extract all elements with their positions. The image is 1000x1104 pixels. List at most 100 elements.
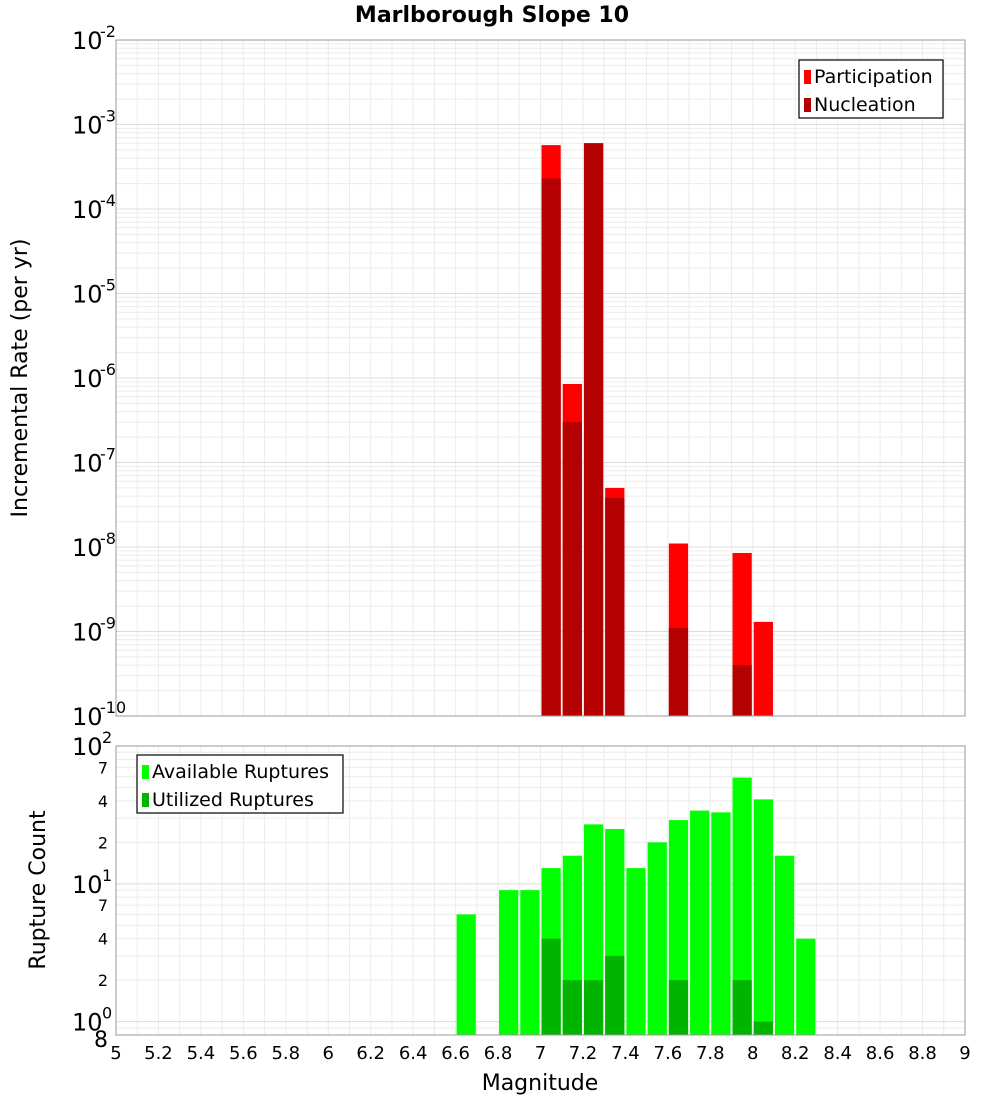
- y-tick-exponent: 0: [102, 1004, 112, 1023]
- plot-frame: [115, 745, 966, 1036]
- x-tick-label: 7.8: [696, 1043, 725, 1064]
- x-axis-label: Magnitude: [482, 1071, 599, 1096]
- bar-utilized: [562, 980, 582, 1035]
- bar-utilized: [605, 955, 625, 1035]
- x-tick-label: 6: [323, 1043, 334, 1064]
- x-tick-label: 7.2: [569, 1043, 598, 1064]
- bottom-ylabel: Rupture Count: [26, 810, 51, 970]
- bar-utilized: [732, 980, 752, 1035]
- y-minor-tick-label: 2: [98, 971, 108, 990]
- bar-available: [456, 914, 476, 1035]
- y-tick-exponent: -3: [100, 107, 116, 126]
- y-tick-label: 10: [72, 450, 103, 478]
- bar-available: [774, 855, 795, 1035]
- y-tick-exponent: -10: [100, 698, 126, 717]
- bar-nucleation: [605, 498, 625, 716]
- bar-nucleation: [541, 178, 561, 717]
- legend-label: Nucleation: [814, 94, 916, 116]
- y-tick-exponent: -6: [100, 360, 116, 379]
- y-tick-exponent: -4: [100, 191, 116, 210]
- y-tick-exponent: -9: [100, 614, 116, 633]
- legend-box: [136, 754, 344, 814]
- x-tick-label: 8.6: [866, 1043, 895, 1064]
- legend-label: Available Ruptures: [152, 761, 329, 783]
- bar-participation: [753, 621, 773, 716]
- legend-swatch: [804, 70, 811, 84]
- bar-available: [499, 890, 519, 1035]
- y-minor-tick-label: 2: [98, 833, 108, 852]
- y-minor-tick-label: 4: [98, 930, 108, 949]
- y-tick-exponent: -7: [100, 445, 116, 464]
- x-tick-label: 8: [747, 1043, 758, 1064]
- bar-available: [753, 799, 773, 1035]
- x-tick-label: 5.2: [144, 1043, 173, 1064]
- y-tick-label: 10: [72, 619, 103, 647]
- x-tick-label: 6.6: [441, 1043, 470, 1064]
- y-tick-label: 10: [72, 733, 103, 761]
- bar-available: [626, 868, 646, 1035]
- y-tick-label: 10: [72, 365, 103, 393]
- x-tick-label: 8.8: [908, 1043, 937, 1064]
- legend-swatch: [142, 793, 149, 807]
- bar-nucleation: [583, 143, 604, 716]
- legend-label: Participation: [814, 66, 933, 88]
- y-tick-exponent: -8: [100, 529, 116, 548]
- x-tick-label: 6.2: [356, 1043, 385, 1064]
- y-minor-tick-label: 4: [98, 792, 108, 811]
- bar-available: [647, 842, 667, 1035]
- y-minor-tick-label: 7: [98, 758, 108, 777]
- top-ylabel: Incremental Rate (per yr): [8, 239, 33, 518]
- y-tick-label: 10: [72, 27, 103, 55]
- y-tick-exponent: -5: [100, 276, 116, 295]
- x-tick-label: 6.4: [399, 1043, 428, 1064]
- y-tick-label: 10: [72, 534, 103, 562]
- legend: Available Ruptures Utilized Ruptures: [136, 754, 344, 814]
- y-tick-label: 10: [72, 112, 103, 140]
- x-tick-label: 5: [110, 1043, 121, 1064]
- bar-nucleation: [732, 665, 752, 716]
- y-minor-tick-label: 8: [94, 1028, 108, 1053]
- rate-plot: ParticipationNucleation10-210-310-410-51…: [72, 22, 966, 731]
- y-tick-label: 10: [72, 703, 103, 731]
- bar-utilized: [541, 938, 561, 1035]
- y-tick-label: 10: [72, 281, 103, 309]
- y-tick-exponent: 2: [102, 728, 112, 747]
- bar-available: [520, 890, 540, 1035]
- x-tick-label: 8.2: [781, 1043, 810, 1064]
- bar-available: [711, 812, 731, 1035]
- x-tick-label: 6.8: [484, 1043, 513, 1064]
- y-tick-exponent: -2: [100, 22, 116, 41]
- bar-available: [796, 938, 816, 1035]
- x-tick-label: 5.8: [271, 1043, 300, 1064]
- y-tick-label: 10: [72, 871, 103, 899]
- y-tick-label: 10: [72, 196, 103, 224]
- y-tick-exponent: 1: [102, 866, 112, 885]
- legend-swatch: [142, 765, 149, 779]
- legend-label: Utilized Ruptures: [152, 789, 314, 811]
- x-tick-label: 8.4: [823, 1043, 852, 1064]
- legend-box: [798, 59, 944, 119]
- x-tick-label: 7.6: [654, 1043, 683, 1064]
- x-tick-label: 5.6: [229, 1043, 258, 1064]
- x-tick-label: 9: [959, 1043, 970, 1064]
- plot-frame: [115, 39, 966, 717]
- bar-utilized: [668, 980, 689, 1035]
- y-minor-tick-label: 7: [98, 896, 108, 915]
- bar-nucleation: [562, 422, 582, 716]
- legend-swatch: [804, 98, 811, 112]
- x-tick-label: 5.4: [187, 1043, 216, 1064]
- bar-available: [732, 777, 752, 1035]
- bar-nucleation: [668, 628, 689, 716]
- x-axis-ticks: 5 5.2 5.4 5.6 5.8 6 6.2 6.4 6.6 6.8 7 7.2 7.4 7.6 7.8 8…: [110, 1043, 970, 1064]
- bar-available: [690, 810, 710, 1035]
- x-tick-label: 7.4: [611, 1043, 640, 1064]
- chart-title: Marlborough Slope 10: [355, 3, 629, 28]
- legend: Participation Nucleation: [798, 59, 944, 119]
- bar-utilized: [583, 980, 604, 1035]
- x-tick-label: 7: [535, 1043, 546, 1064]
- y-tick-label: 10: [72, 1009, 103, 1037]
- bar-utilized: [753, 1021, 773, 1035]
